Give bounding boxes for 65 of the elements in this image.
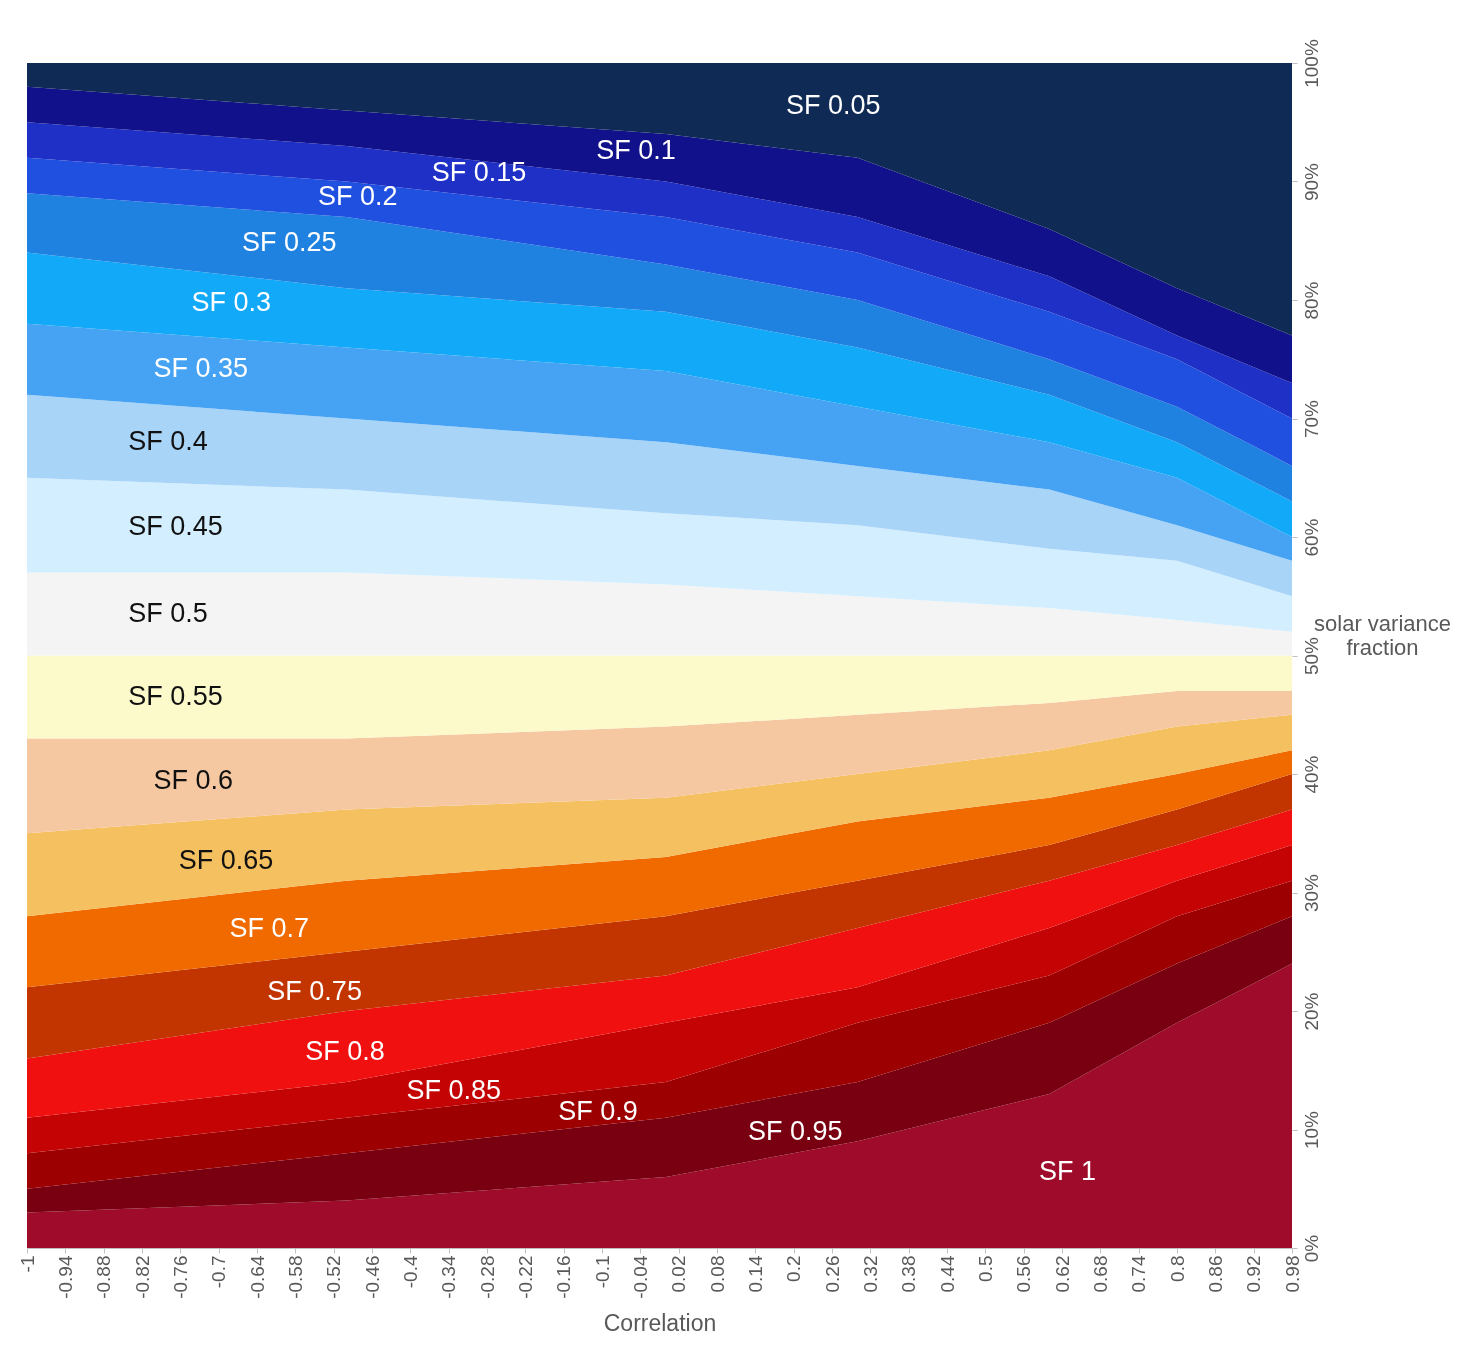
x-tick-label: 0.44 (936, 1255, 958, 1293)
x-tick-label: 0.5 (974, 1255, 996, 1282)
x-tick-label: 0.74 (1128, 1255, 1150, 1293)
series-label: SF 0.15 (431, 157, 527, 188)
series-label: SF 0.55 (128, 680, 223, 711)
x-tick-label: 0.56 (1013, 1255, 1035, 1293)
y-tick-label: 40% (1300, 755, 1322, 794)
x-tick-label: -0.04 (629, 1255, 651, 1299)
y-tick-label: 20% (1300, 992, 1322, 1031)
x-tick-label: 0.86 (1204, 1255, 1226, 1293)
x-tick-label: 0.2 (783, 1255, 805, 1282)
x-tick-label: 0.14 (744, 1255, 766, 1293)
x-tick-label: -0.22 (514, 1255, 536, 1299)
series-label: SF 0.4 (128, 425, 208, 456)
y-tick-label: 60% (1300, 518, 1322, 557)
y-tick-label: 0% (1300, 1234, 1322, 1263)
x-tick-label: -0.82 (131, 1255, 153, 1299)
x-tick-label: -0.1 (591, 1255, 613, 1289)
series-label: SF 0.7 (229, 913, 309, 944)
series-label: SF 1 (1039, 1156, 1097, 1187)
series-label: SF 0.65 (178, 844, 274, 875)
x-tick-label: 0.8 (1166, 1255, 1188, 1282)
y-tick-label: 10% (1300, 1110, 1322, 1150)
x-tick-label: -0.64 (246, 1255, 268, 1299)
x-tick-label: -0.46 (361, 1255, 383, 1299)
series-label: SF 0.45 (128, 511, 223, 542)
y-tick-label: 30% (1300, 873, 1322, 913)
y-tick-label: 90% (1300, 162, 1322, 202)
x-tick-label: -0.28 (476, 1255, 498, 1299)
x-tick-label: 0.02 (668, 1255, 690, 1293)
x-axis-title: Correlation (603, 1309, 717, 1336)
series-label: SF 0.05 (786, 89, 881, 120)
series-label: SF 0.6 (153, 765, 234, 796)
series-label: SF 0.1 (596, 135, 676, 166)
x-tick-label: -0.52 (323, 1255, 345, 1299)
x-tick-label: 0.08 (706, 1255, 728, 1293)
series-label: SF 0.8 (305, 1035, 385, 1066)
x-tick-label: -0.88 (93, 1255, 115, 1299)
series-label: SF 0.35 (153, 352, 249, 383)
x-tick-label: 0.38 (898, 1255, 920, 1293)
series-label: SF 0.9 (558, 1095, 638, 1126)
y-tick-label: 100% (1300, 39, 1322, 88)
x-tick-label: -0.94 (54, 1255, 76, 1299)
x-tick-label: 0.26 (821, 1255, 843, 1293)
y-tick-label: 70% (1300, 399, 1322, 439)
x-tick-label: -0.7 (208, 1255, 230, 1289)
series-label: SF 0.85 (406, 1074, 502, 1105)
x-tick-label: 0.92 (1243, 1255, 1265, 1293)
x-tick-label: -0.58 (284, 1255, 306, 1299)
x-tick-label: -0.34 (438, 1255, 460, 1299)
x-tick-label: 0.68 (1089, 1255, 1111, 1293)
series-label: SF 0.2 (317, 181, 398, 212)
x-tick-label: -0.4 (399, 1255, 421, 1289)
series-label: SF 0.5 (128, 598, 208, 629)
x-tick-label: 0.62 (1051, 1255, 1073, 1293)
series-label: SF 0.75 (267, 975, 362, 1006)
x-tick-label: 0.32 (859, 1255, 881, 1293)
x-tick-label: -1 (16, 1255, 38, 1273)
y-tick-label: 80% (1300, 281, 1322, 320)
series-label: SF 0.25 (242, 226, 337, 257)
x-tick-label: -0.16 (553, 1255, 575, 1299)
series-label: SF 0.3 (191, 287, 271, 318)
series-label: SF 0.95 (748, 1116, 843, 1147)
x-tick-label: 0.98 (1281, 1255, 1303, 1293)
x-tick-label: -0.76 (169, 1255, 191, 1299)
